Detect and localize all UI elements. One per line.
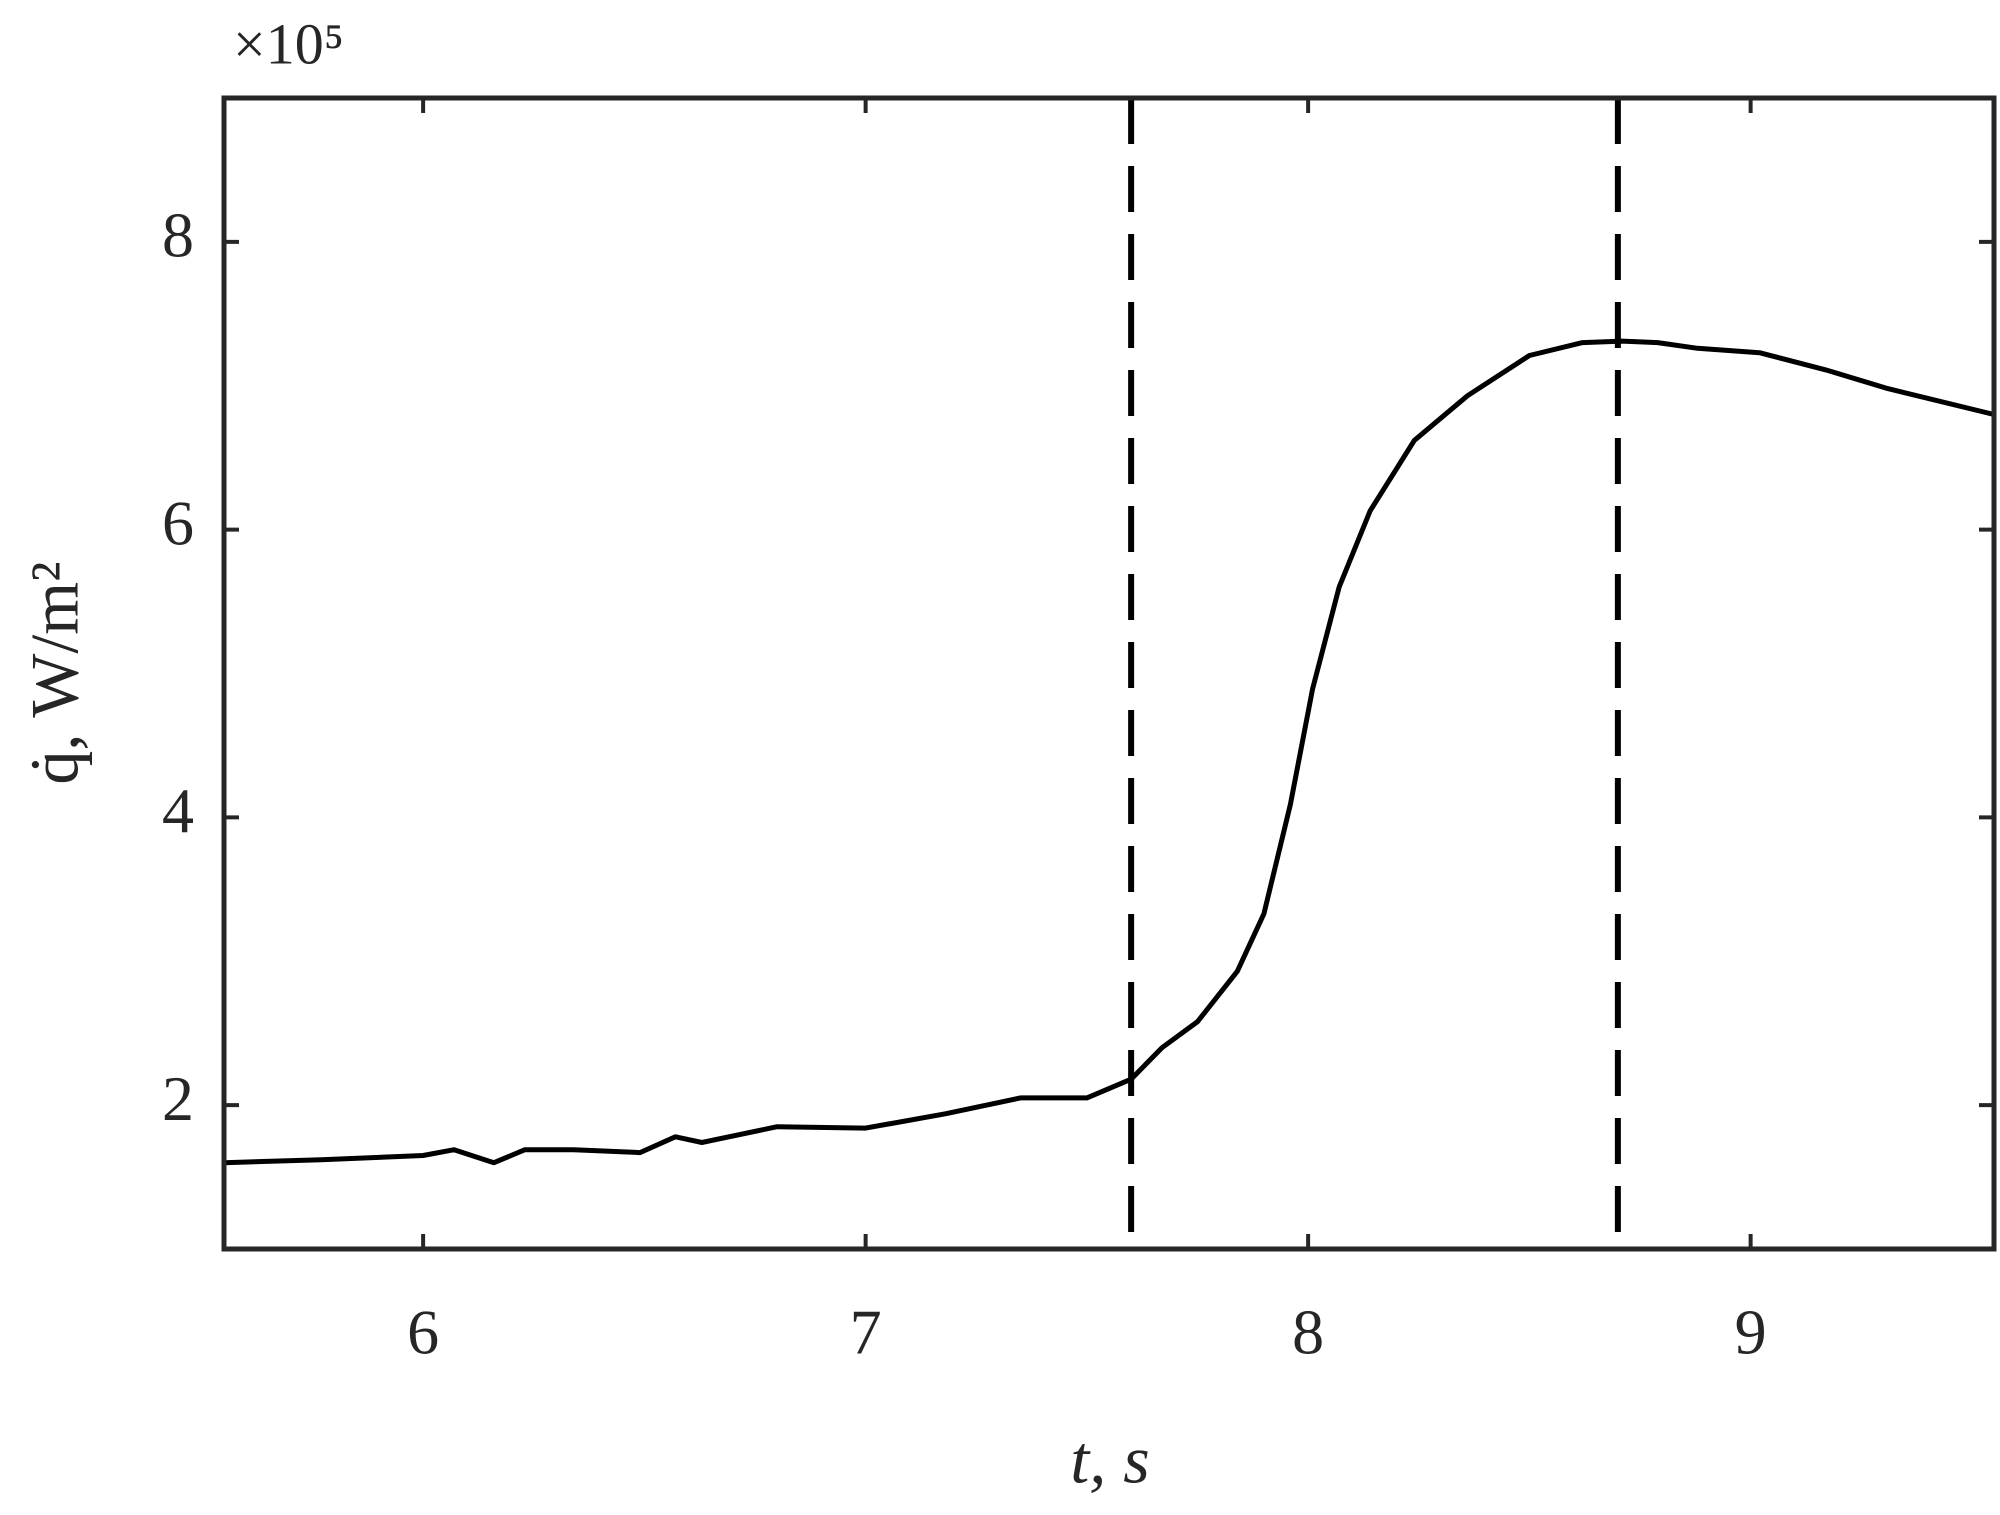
x-tick-label: 6: [407, 1297, 439, 1368]
y-tick-label: 2: [162, 1063, 194, 1134]
y-multiplier: ×10⁵: [233, 11, 344, 76]
y-tick-label: 4: [162, 775, 194, 846]
x-tick-label: 8: [1292, 1297, 1324, 1368]
y-tick-label: 6: [162, 487, 194, 558]
x-axis-label: t, s: [1070, 1422, 1149, 1498]
y-axis-label: q̇, W/m²: [17, 561, 93, 784]
x-tick-label: 9: [1735, 1297, 1767, 1368]
plot-frame: [221, 95, 1997, 1252]
x-tick-label: 7: [850, 1297, 882, 1368]
y-tick-label: 8: [162, 200, 194, 271]
data-line: [223, 338, 1995, 1166]
